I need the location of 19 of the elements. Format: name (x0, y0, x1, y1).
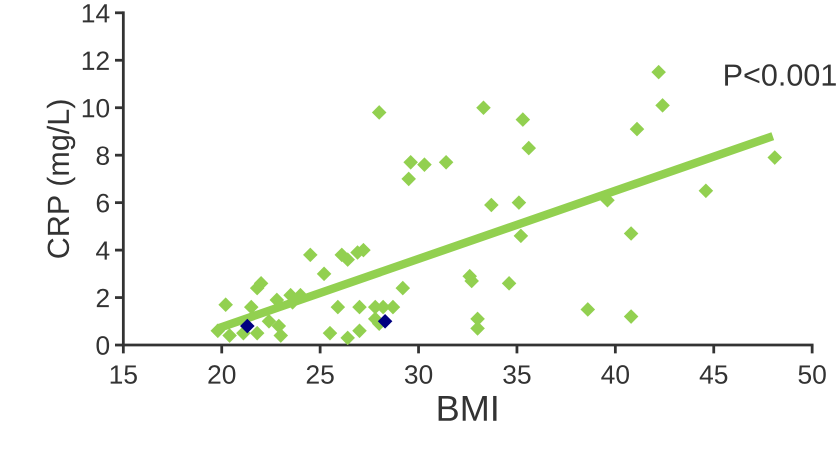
x-tick-label: 15 (110, 365, 137, 384)
y-tick-label: 4 (96, 242, 110, 260)
x-tick-label: 45 (700, 365, 728, 384)
y-tick-label: 12 (82, 51, 109, 70)
y-tick-label: 8 (96, 146, 109, 166)
y-tick-label: 0 (96, 336, 110, 355)
y-tick-label: 2 (96, 288, 109, 308)
x-tick-label: 40 (601, 365, 629, 384)
x-tick-label: 35 (503, 365, 531, 384)
y-axis-title: CRP (mg/L) (46, 100, 76, 258)
y-tick-label: 10 (82, 98, 110, 118)
x-axis-title: BMI (438, 396, 497, 421)
y-tick-label: 6 (96, 194, 109, 212)
x-tick-label: 30 (404, 365, 432, 384)
x-tick-label: 25 (306, 365, 334, 384)
y-tick-label: 14 (82, 4, 110, 22)
annotation: P<0.001 (725, 64, 836, 86)
x-tick-label: 50 (798, 365, 826, 384)
x-tick-label: 20 (208, 365, 236, 384)
